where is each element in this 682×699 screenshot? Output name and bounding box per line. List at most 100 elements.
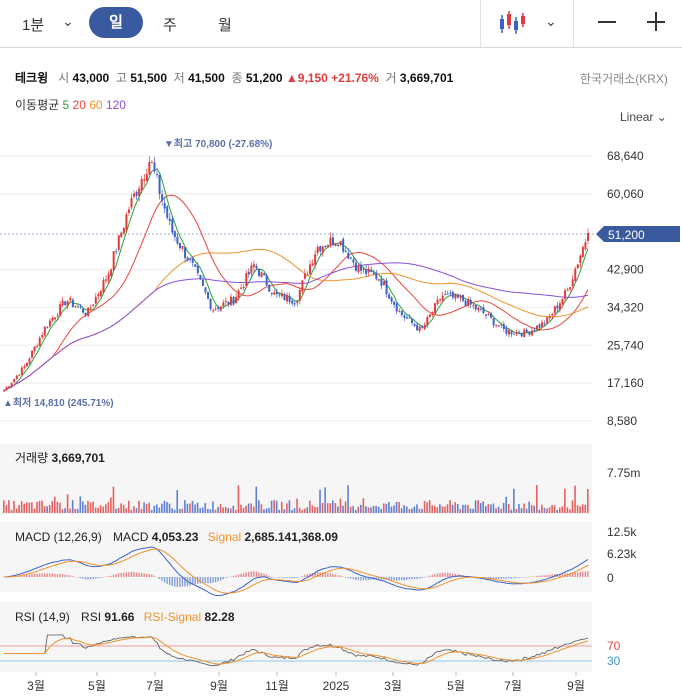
volume-bar <box>344 501 347 513</box>
volume-bar <box>201 507 204 513</box>
candle-body <box>444 294 447 296</box>
macd-histogram-bar <box>390 577 393 581</box>
zoom-in-button[interactable] <box>647 21 665 23</box>
volume-bar <box>117 507 120 513</box>
macd-histogram-bar <box>403 577 405 581</box>
macd-histogram-bar <box>510 577 513 579</box>
zoom-out-button[interactable] <box>598 21 616 23</box>
candle-body <box>99 291 102 296</box>
candle-body <box>311 263 314 266</box>
candle-body <box>204 287 207 293</box>
volume-bar <box>237 485 240 513</box>
candle-body <box>237 290 240 298</box>
volume-bar <box>558 507 561 513</box>
macd-histogram-bar <box>235 575 237 577</box>
volume-panel-label: 거래량 3,669,701 <box>15 451 105 465</box>
volume-bar <box>13 500 15 513</box>
candlestick-chart-icon[interactable] <box>498 9 526 35</box>
volume-bar <box>418 508 421 513</box>
volume-bar <box>189 503 191 513</box>
price-tick-label: 17,160 <box>607 376 644 390</box>
volume-bar <box>229 508 232 513</box>
open-value: 43,000 <box>72 71 110 85</box>
volume-bar <box>487 504 490 513</box>
volume-bar <box>56 501 59 513</box>
candle-body <box>48 320 51 327</box>
candle-body <box>553 306 556 314</box>
volume-bar <box>331 500 334 513</box>
macd-histogram-bar <box>375 577 377 580</box>
candle-body <box>115 251 118 253</box>
period-selector[interactable]: 1분 <box>22 17 45 34</box>
macd-histogram-bar <box>253 571 255 577</box>
volume-bar <box>380 508 383 513</box>
macd-lines <box>3 546 589 597</box>
tab-day[interactable]: 일 <box>89 7 143 38</box>
candle-body <box>441 295 444 301</box>
candle-body <box>538 324 541 328</box>
volume-bar <box>520 508 523 513</box>
volume-bar <box>352 506 354 513</box>
candle-body <box>258 268 261 276</box>
macd-histogram-bar <box>551 574 553 577</box>
volume-bar <box>33 508 36 513</box>
macd-histogram-bar <box>115 574 117 577</box>
volume-bar <box>38 500 41 513</box>
macd-histogram-bar <box>212 577 214 583</box>
low-value: 41,500 <box>188 71 225 85</box>
candle-body <box>275 292 278 295</box>
volume-bar <box>258 500 260 513</box>
volume-bar <box>462 504 464 513</box>
volume-bar <box>530 505 533 513</box>
candle-body <box>92 304 95 307</box>
candle-body <box>242 286 245 289</box>
volume-bar <box>240 504 242 513</box>
volume-bar <box>87 500 89 513</box>
volume-bar <box>576 505 579 513</box>
volume-bar <box>31 502 33 513</box>
macd-histogram-bar <box>176 577 179 587</box>
volume-bar <box>280 501 283 513</box>
candle-body <box>20 367 23 375</box>
tab-month[interactable]: 월 <box>218 17 232 34</box>
candle-body <box>301 280 304 292</box>
candle-body <box>69 298 72 301</box>
macd-histogram-bar <box>385 577 388 580</box>
candle-body <box>405 317 408 319</box>
volume-bar <box>217 506 219 513</box>
volume-bar <box>319 489 321 513</box>
volume-bar <box>43 505 46 513</box>
tab-week[interactable]: 주 <box>163 17 177 34</box>
candle-body <box>370 269 373 273</box>
volume-bar <box>176 490 179 513</box>
candle-body <box>270 292 273 295</box>
volume-bar <box>125 508 128 513</box>
volume-bar <box>426 502 428 513</box>
chevron-down-icon[interactable]: ⌄ <box>545 13 557 29</box>
stock-chart[interactable]: 68,640 60,060 42,900 34,320 25,740 17,160 8,58… <box>0 135 682 699</box>
x-tick-label: 9월 <box>567 679 585 693</box>
candle-body <box>196 266 199 273</box>
volume-bar <box>153 505 156 513</box>
candle-body <box>59 304 62 316</box>
volume-bar <box>71 500 74 513</box>
candle-body <box>194 264 197 267</box>
macd-tick: 12.5k <box>607 525 637 539</box>
stock-quote-summary: 테크윙 시 43,000 고 51,500 저 41,500 종 51,200 … <box>15 69 453 86</box>
macd-histogram-bar <box>446 572 449 577</box>
moving-average-legend[interactable]: 이동평균 5 20 60 120 <box>15 96 126 113</box>
macd-histogram-bar <box>54 573 56 577</box>
macd-histogram-bar <box>523 577 525 578</box>
candle-body <box>214 308 217 310</box>
candle-body <box>293 303 296 305</box>
macd-histogram-bar <box>97 577 99 579</box>
macd-histogram-bar <box>332 573 334 577</box>
candle-body <box>451 291 454 298</box>
candle-body <box>158 174 161 195</box>
volume-bar <box>413 506 416 513</box>
scale-selector[interactable]: Linear ⌄ <box>620 110 667 124</box>
candle-body <box>462 294 465 301</box>
volume-bar <box>569 509 571 513</box>
macd-histogram-bar <box>82 577 84 579</box>
chevron-down-icon[interactable]: ⌄ <box>62 13 74 29</box>
